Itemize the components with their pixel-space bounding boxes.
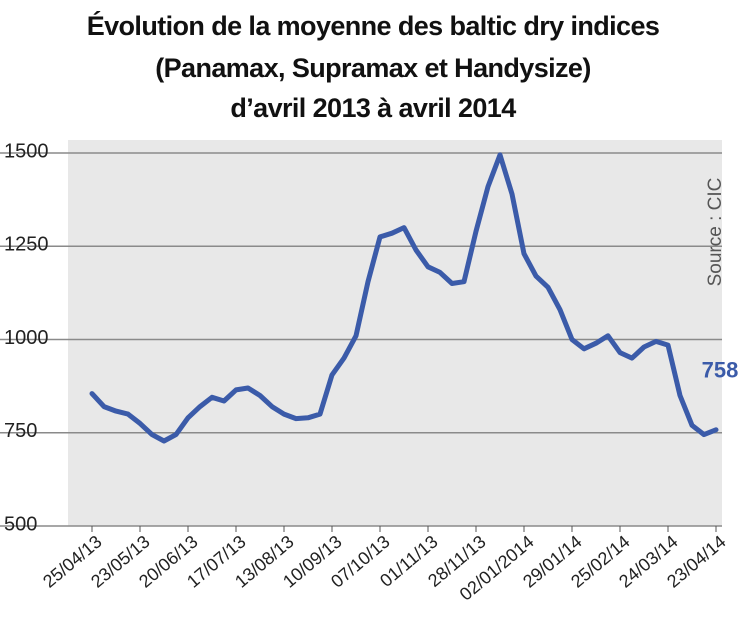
y-tick-label: 500 (4, 513, 37, 535)
source: Source : CIC (705, 178, 726, 287)
chart-title: Évolution de la moyenne des baltic dry i… (87, 10, 660, 41)
plot-area (68, 140, 722, 526)
y-tick-label: 1250 (4, 234, 49, 256)
y-tick-label: 1500 (4, 140, 49, 162)
y-tick-label: 1000 (4, 327, 49, 349)
chart-title: (Panamax, Supramax et Handysize) (155, 53, 590, 83)
chart-title: d’avril 2013 à avril 2014 (230, 93, 516, 123)
y-tick-label: 750 (4, 420, 37, 442)
line (89, 152, 719, 444)
value-label: 758 (702, 358, 739, 383)
